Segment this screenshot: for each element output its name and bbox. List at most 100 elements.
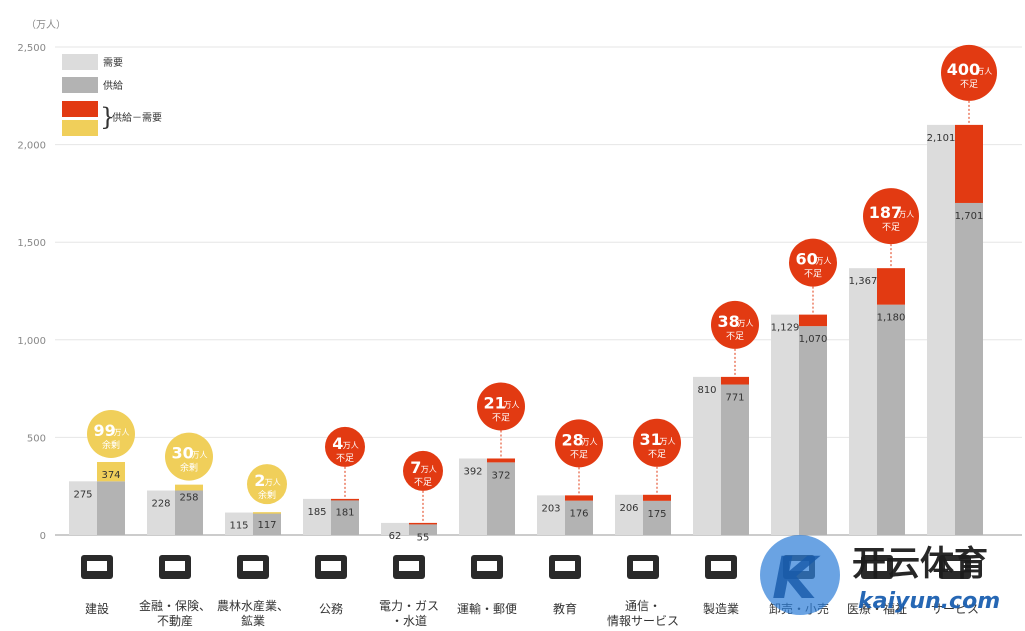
category-label: 建設 xyxy=(85,601,109,616)
bubble-value: 28 xyxy=(562,430,584,449)
gap-bubble xyxy=(711,300,759,349)
bar-demand xyxy=(615,494,643,535)
demand-value-label: 275 xyxy=(73,489,92,500)
bar-supply xyxy=(409,524,437,535)
bar-shortage xyxy=(409,522,437,525)
bar-demand xyxy=(69,481,97,535)
y-tick-label: 2,500 xyxy=(17,43,46,54)
icon-detail xyxy=(399,561,419,571)
bubble-unit: 万人 xyxy=(898,210,914,219)
icon-detail xyxy=(555,561,575,571)
bar-demand xyxy=(537,495,565,535)
bubble-value: 60 xyxy=(796,250,818,269)
icon-detail xyxy=(867,561,887,571)
bar-surplus xyxy=(253,512,281,514)
icon-detail xyxy=(477,561,497,571)
gap-bubble xyxy=(247,464,287,505)
category-label: 不動産 xyxy=(157,613,193,628)
bubble-unit: 万人 xyxy=(343,441,359,450)
demand-value-label: 392 xyxy=(463,466,482,477)
bar-shortage xyxy=(331,498,359,501)
bar-supply xyxy=(565,500,593,535)
icon-detail xyxy=(87,561,107,571)
y-tick-label: 0 xyxy=(40,531,46,542)
bubble-text: 余剰 xyxy=(180,462,198,474)
legend: 需要 供給 } 供給－需要 xyxy=(62,54,162,136)
demand-value-label: 1,129 xyxy=(771,323,800,334)
category-labels: 建設 金融・保険、不動産 農林水産業、鉱業 公務 電力・ガス・水道 運輸・郵便 教育 通信・情… xyxy=(85,598,979,628)
bar-supply xyxy=(877,304,905,535)
bubble-value: 2 xyxy=(254,471,265,490)
category-label: 農林水産業、 xyxy=(217,598,289,613)
bar-supply xyxy=(97,481,125,535)
watermark-logo-letter: K xyxy=(772,544,821,612)
bar-shortage xyxy=(799,314,827,327)
supply-value-label: 258 xyxy=(179,493,198,504)
bar-supply xyxy=(955,202,983,536)
icon-detail xyxy=(243,561,263,571)
bar-shortage xyxy=(721,376,749,385)
industry-icon xyxy=(939,555,971,579)
bubble-unit: 万人 xyxy=(816,257,832,266)
icon-detail xyxy=(165,561,185,571)
bubble-text: 不足 xyxy=(804,269,822,280)
bar-demand xyxy=(225,512,253,535)
legend-shortage-swatch xyxy=(62,101,98,117)
bar-demand xyxy=(771,314,799,535)
bubble-text: 不足 xyxy=(648,449,666,460)
supply-value-label: 117 xyxy=(257,520,276,531)
y-axis: 0 500 1,000 1,500 2,000 2,500 xyxy=(17,43,46,542)
bubble-unit: 万人 xyxy=(192,451,208,460)
y-tick-label: 500 xyxy=(27,433,46,444)
category-label: サービス xyxy=(931,602,979,616)
industry-icon xyxy=(315,555,347,579)
gap-bubble xyxy=(87,409,135,458)
bubble-text: 余剰 xyxy=(258,489,276,501)
supply-value-label: 176 xyxy=(569,509,588,520)
bubble-value: 31 xyxy=(640,430,662,449)
bubble-value: 187 xyxy=(869,203,902,222)
supply-value-label: 175 xyxy=(647,509,666,520)
category-label: 鉱業 xyxy=(241,613,265,628)
gap-bubble xyxy=(555,419,603,468)
bar-supply xyxy=(487,462,515,535)
legend-supply-swatch xyxy=(62,77,98,93)
gap-bubble xyxy=(633,418,681,467)
supply-value-label: 372 xyxy=(491,470,510,481)
bubble-unit: 万人 xyxy=(738,319,754,328)
bar-shortage xyxy=(487,458,515,463)
industry-icon xyxy=(861,555,893,579)
bubble-unit: 万人 xyxy=(265,478,281,487)
bubble-value: 400 xyxy=(947,60,980,79)
gap-bubble xyxy=(863,188,919,245)
category-label: 金融・保険、 xyxy=(139,598,211,613)
watermark-title: 开云体育 xyxy=(852,544,988,584)
watermark-domain: kaiyun.com xyxy=(858,589,1000,614)
bubble-unit: 万人 xyxy=(582,437,598,446)
bubble-unit: 万人 xyxy=(504,400,520,409)
y-tick-label: 1,500 xyxy=(17,238,46,249)
demand-value-label: 228 xyxy=(151,498,170,509)
demand-value-label: 185 xyxy=(307,507,326,518)
bubble-text: 余剰 xyxy=(102,439,120,451)
industry-icon xyxy=(81,555,113,579)
gap-bubble xyxy=(477,382,525,431)
bar-supply xyxy=(643,500,671,535)
bubble-value: 21 xyxy=(484,393,506,412)
legend-surplus-swatch xyxy=(62,120,98,136)
y-tick-label: 1,000 xyxy=(17,336,46,347)
demand-value-label: 2,101 xyxy=(927,133,956,144)
demand-value-label: 1,367 xyxy=(849,276,878,287)
bubble-unit: 万人 xyxy=(976,67,992,76)
bubble-unit: 万人 xyxy=(660,437,676,446)
bubble-text: 不足 xyxy=(336,453,354,464)
y-unit-label: （万人） xyxy=(26,19,66,31)
legend-brace: } xyxy=(100,103,115,131)
industry-icon xyxy=(549,555,581,579)
bubble-text: 不足 xyxy=(882,222,900,233)
icon-detail xyxy=(633,561,653,571)
category-label: 電力・ガス xyxy=(379,599,439,613)
